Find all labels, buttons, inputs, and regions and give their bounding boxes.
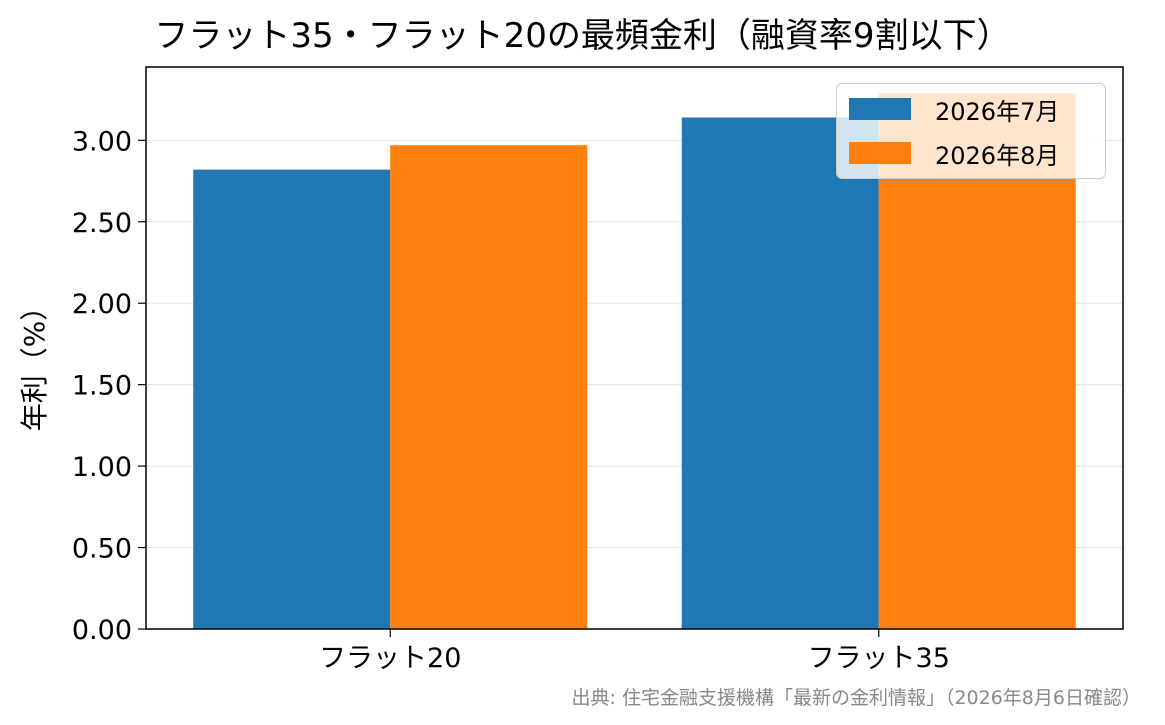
bar	[390, 145, 588, 630]
legend: 2026年7月 2026年8月	[836, 83, 1106, 179]
legend-swatch-august	[849, 142, 911, 164]
plot-frame	[145, 66, 1124, 630]
y-tick-label: 0.00	[72, 615, 132, 646]
y-axis-label: 年利（%）	[18, 292, 51, 432]
bar	[878, 93, 1076, 629]
bar	[193, 169, 391, 629]
legend-label-july: 2026年7月	[935, 97, 1060, 126]
legend-item-july: 2026年7月	[849, 94, 1060, 126]
y-tick-label: 2.50	[72, 208, 132, 239]
bar	[681, 117, 879, 630]
legend-swatch-july	[849, 98, 911, 120]
legend-item-august: 2026年8月	[849, 138, 1060, 170]
chart-title: フラット35・フラット20の最頻金利（融資率9割以下）	[154, 16, 1011, 56]
y-tick-label: 2.00	[72, 289, 132, 320]
y-tick-label: 1.00	[72, 452, 132, 483]
y-tick-label: 0.50	[72, 534, 132, 565]
source-note: 出典: 住宅金融支援機構「最新の金利情報」（2026年8月6日確認）	[571, 687, 1141, 709]
x-tick-label: フラット35	[808, 643, 950, 674]
x-tick-label: フラット20	[319, 643, 461, 674]
y-tick-label: 1.50	[72, 371, 132, 402]
y-tick-label: 3.00	[72, 126, 132, 157]
legend-label-august: 2026年8月	[935, 141, 1060, 170]
